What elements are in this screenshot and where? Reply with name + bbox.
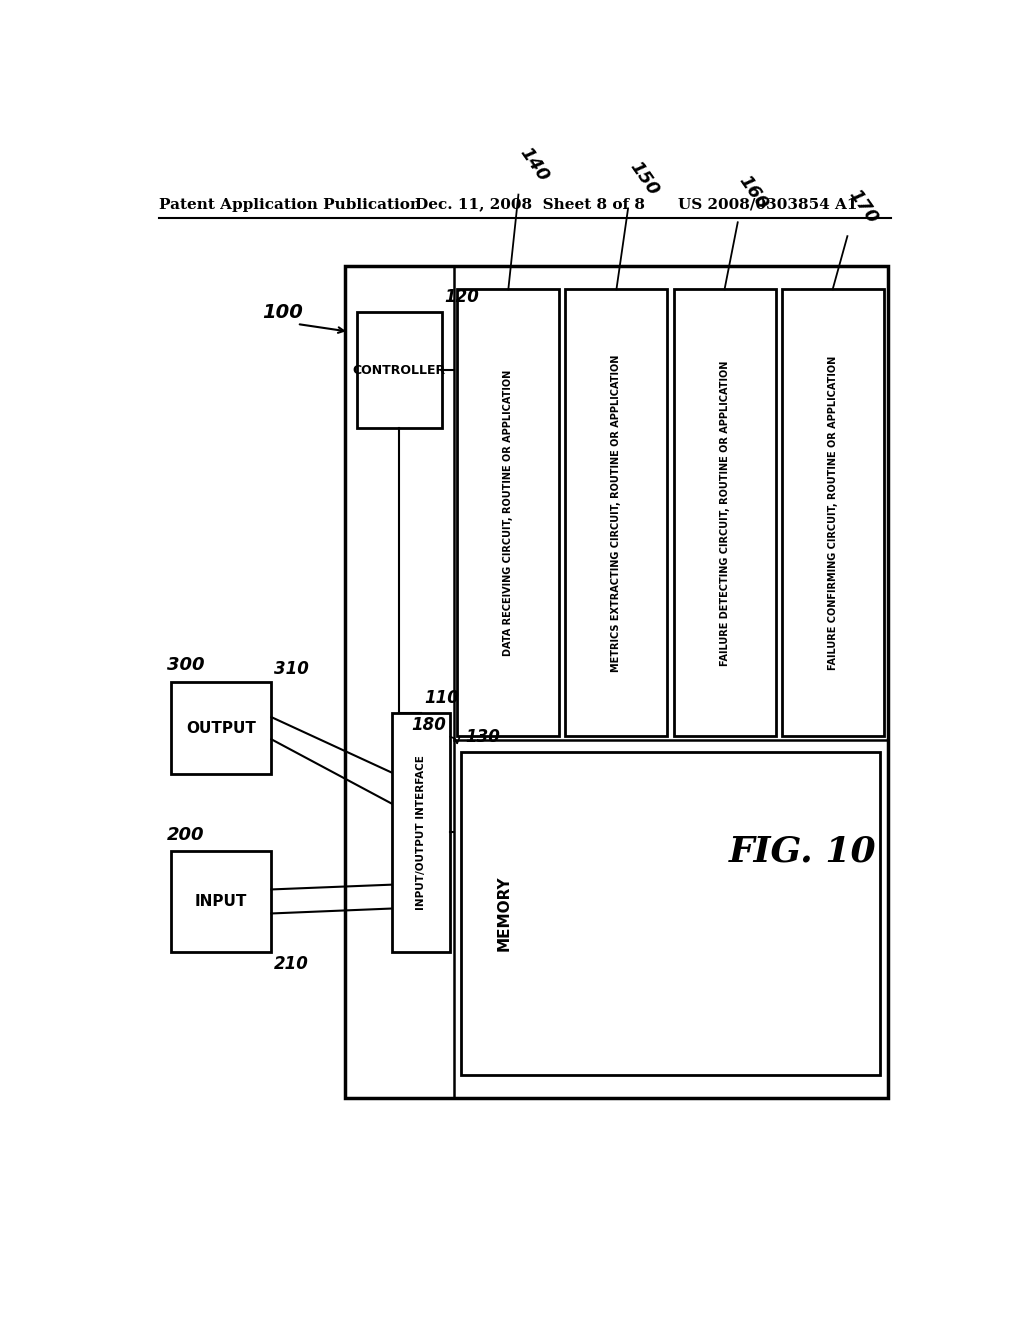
Text: FIG. 10: FIG. 10 (728, 834, 877, 869)
Bar (674, 289, 775, 737)
Text: OUTPUT: OUTPUT (186, 721, 256, 735)
Text: Dec. 11, 2008  Sheet 8 of 8: Dec. 11, 2008 Sheet 8 of 8 (415, 198, 645, 211)
Bar (356, 313, 442, 428)
Text: 140: 140 (516, 144, 552, 185)
Text: 150: 150 (626, 158, 662, 199)
Text: 130: 130 (465, 727, 500, 746)
Text: US 2008/0303854 A1: US 2008/0303854 A1 (678, 198, 858, 211)
Bar (461, 752, 880, 1074)
Text: 200: 200 (167, 826, 204, 843)
Text: 160: 160 (735, 172, 772, 213)
Text: MEMORY: MEMORY (497, 875, 511, 950)
Bar (171, 851, 271, 952)
Text: 310: 310 (273, 660, 308, 678)
Bar (391, 713, 450, 952)
Bar (781, 289, 884, 737)
Text: METRICS EXTRACTING CIRCUIT, ROUTINE OR APPLICATION: METRICS EXTRACTING CIRCUIT, ROUTINE OR A… (611, 354, 622, 672)
Text: INPUT/OUTPUT INTERFACE: INPUT/OUTPUT INTERFACE (416, 755, 426, 909)
Text: 300: 300 (167, 656, 204, 675)
Text: 180: 180 (411, 715, 445, 734)
Bar (171, 682, 271, 775)
Text: 120: 120 (444, 288, 479, 306)
Text: CONTROLLER: CONTROLLER (352, 363, 445, 376)
Bar (565, 289, 668, 737)
Bar (458, 289, 559, 737)
Text: FAILURE CONFIRMING CIRCUIT, ROUTINE OR APPLICATION: FAILURE CONFIRMING CIRCUIT, ROUTINE OR A… (827, 355, 838, 671)
Text: DATA RECEIVING CIRCUIT, ROUTINE OR APPLICATION: DATA RECEIVING CIRCUIT, ROUTINE OR APPLI… (504, 370, 513, 656)
Text: 100: 100 (262, 302, 303, 322)
Text: 210: 210 (273, 956, 308, 973)
Text: 170: 170 (845, 186, 882, 227)
Bar (345, 267, 888, 1098)
Text: INPUT: INPUT (195, 894, 247, 909)
Text: Patent Application Publication: Patent Application Publication (159, 198, 421, 211)
Text: 110: 110 (424, 689, 460, 706)
Text: FAILURE DETECTING CIRCUIT, ROUTINE OR APPLICATION: FAILURE DETECTING CIRCUIT, ROUTINE OR AP… (720, 360, 729, 665)
